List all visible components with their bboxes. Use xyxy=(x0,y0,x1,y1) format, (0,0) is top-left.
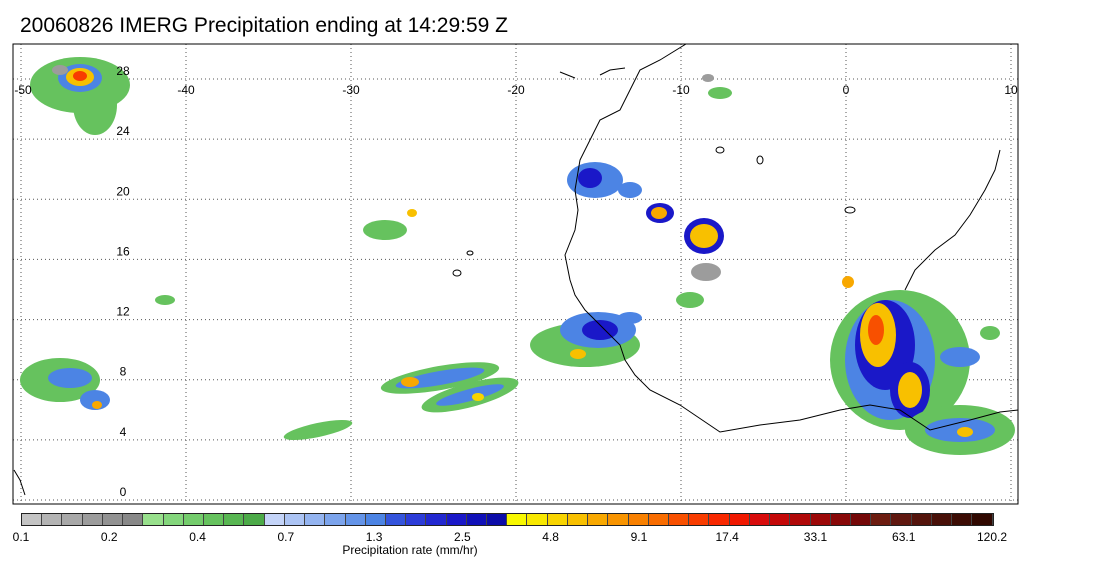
latitude-label: 4 xyxy=(120,425,127,439)
lake-outlines xyxy=(452,146,856,277)
colorbar-swatch xyxy=(810,514,831,525)
colorbar-tick-label: 0.1 xyxy=(12,530,30,544)
rain-cell-coast-north xyxy=(567,162,724,308)
colorbar-swatch xyxy=(406,514,427,525)
latitude-label: 24 xyxy=(116,124,130,138)
latitude-labels: 28 24 20 16 12 8 4 0 xyxy=(116,64,130,499)
colorbar-tick-label: 2.5 xyxy=(454,530,471,544)
colorbar-swatch xyxy=(325,514,346,525)
colorbar-swatch xyxy=(244,514,265,525)
colorbar-tick-label: 1.3 xyxy=(365,530,383,544)
colorbar-swatch xyxy=(770,514,791,525)
colorbar-swatch xyxy=(102,514,124,525)
colorbar-tick-label: 33.1 xyxy=(803,530,828,544)
colorbar-swatch xyxy=(709,514,730,525)
colorbar-swatch xyxy=(729,514,750,525)
colorbar-swatch xyxy=(305,514,326,525)
latitude-label: 12 xyxy=(116,305,130,319)
colorbar-swatch xyxy=(547,514,568,525)
colorbar-swatch xyxy=(567,514,589,525)
colorbar-swatch xyxy=(345,514,366,525)
colorbar-swatch xyxy=(931,514,953,525)
colorbar-swatch xyxy=(203,514,225,525)
longitude-label: -20 xyxy=(507,83,525,97)
colorbar-swatch xyxy=(749,514,771,525)
colorbar xyxy=(21,513,994,526)
colorbar-swatch xyxy=(588,514,609,525)
rain-cell xyxy=(702,74,714,82)
colorbar-swatch xyxy=(143,514,164,525)
longitude-label: -30 xyxy=(342,83,360,97)
longitude-label: -40 xyxy=(177,83,195,97)
latitude-label: 20 xyxy=(116,184,130,198)
colorbar-tick-label: 4.8 xyxy=(542,530,559,544)
coastline xyxy=(13,44,1018,496)
precipitation-map: -50 -40 -30 -20 -10 0 10 28 24 20 16 12 8 4 0 xyxy=(12,43,1019,505)
latitude-label: 0 xyxy=(120,485,127,499)
longitude-label: -10 xyxy=(672,83,690,97)
colorbar-swatch xyxy=(911,514,932,525)
rain-cell-guinea xyxy=(530,312,642,367)
colorbar-swatch xyxy=(972,514,993,525)
colorbar-title: Precipitation rate (mm/hr) xyxy=(342,543,478,557)
colorbar-swatch xyxy=(42,514,63,525)
colorbar-swatch xyxy=(22,514,43,525)
map-border xyxy=(12,43,1019,505)
colorbar-swatch xyxy=(284,514,306,525)
colorbar-swatch xyxy=(426,514,447,525)
rain-cell xyxy=(708,87,732,99)
colorbar-swatch xyxy=(850,514,872,525)
latitude-label: 16 xyxy=(116,244,130,258)
colorbar-swatch xyxy=(790,514,811,525)
colorbar-swatch xyxy=(527,514,548,525)
colorbar-swatch xyxy=(507,514,528,525)
rain-band-atlantic xyxy=(283,209,519,440)
colorbar-tick-label: 9.1 xyxy=(630,530,648,544)
longitude-label: 10 xyxy=(1004,83,1018,97)
colorbar-swatch xyxy=(891,514,912,525)
colorbar-tick-label: 0.7 xyxy=(277,530,295,544)
colorbar-swatch xyxy=(648,514,669,525)
colorbar-swatch xyxy=(830,514,851,525)
colorbar-swatch xyxy=(163,514,184,525)
colorbar-swatch xyxy=(224,514,245,525)
rain-cell-northwest xyxy=(30,57,130,135)
longitude-labels: -50 -40 -30 -20 -10 0 10 xyxy=(14,83,1018,97)
colorbar-swatch xyxy=(466,514,488,525)
latitude-label: 28 xyxy=(116,64,130,78)
longitude-label: -50 xyxy=(14,83,32,97)
colorbar-swatch xyxy=(871,514,892,525)
colorbar-tick-label: 120.2 xyxy=(976,530,1008,544)
precipitation-field xyxy=(20,57,1015,455)
colorbar-swatch xyxy=(689,514,710,525)
colorbar-tick-label: 0.4 xyxy=(189,530,206,544)
colorbar-swatch xyxy=(608,514,629,525)
colorbar-swatch xyxy=(183,514,204,525)
colorbar-swatch xyxy=(123,514,144,525)
rain-cell-southwest xyxy=(20,295,175,410)
map-title: 20060826 IMERG Precipitation ending at 1… xyxy=(20,14,508,37)
colorbar-swatch xyxy=(385,514,407,525)
colorbar-tick-label: 63.1 xyxy=(892,530,916,544)
colorbar-swatch xyxy=(82,514,103,525)
colorbar-tick-label: 0.2 xyxy=(100,530,118,544)
longitude-label: 0 xyxy=(843,83,850,97)
colorbar-swatch xyxy=(669,514,690,525)
colorbar-swatch xyxy=(264,514,285,525)
latitude-label: 8 xyxy=(120,365,127,379)
colorbar-tick-label: 17.4 xyxy=(715,530,739,544)
colorbar-swatch xyxy=(365,514,386,525)
colorbar-swatch xyxy=(952,514,973,525)
colorbar-swatch xyxy=(446,514,467,525)
lat-lon-grid xyxy=(13,44,1018,504)
colorbar-swatch xyxy=(628,514,649,525)
colorbar-swatch xyxy=(62,514,83,525)
rain-cell-nigeria xyxy=(830,276,1015,455)
colorbar-swatch xyxy=(487,514,508,525)
